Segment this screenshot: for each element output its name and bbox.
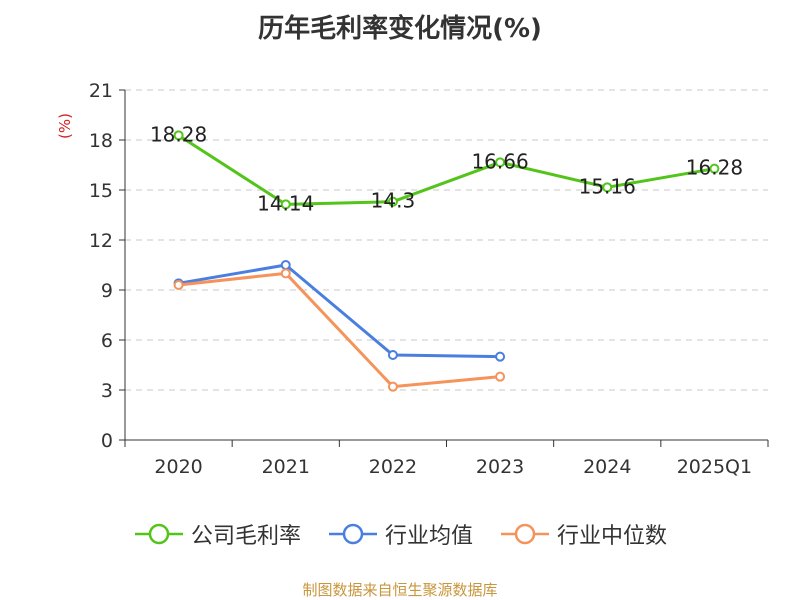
data-point — [387, 350, 398, 360]
data-label: 15.16 — [579, 174, 636, 198]
data-point — [602, 182, 613, 193]
series-line — [177, 134, 715, 206]
data-point — [495, 351, 506, 362]
axis-layer: 0 3 6 9 12 15 18 21 2020 2021 2022 2023 2024 2025Q1 (%… — [56, 80, 769, 478]
legend-label: 行业中位数 — [557, 524, 668, 549]
grid-layer — [125, 89, 768, 391]
legend-marker-icon — [134, 523, 183, 545]
data-point — [495, 371, 506, 382]
x-tick-label: 2022 — [369, 456, 417, 478]
y-tick-label: 21 — [89, 80, 113, 102]
legend-label: 公司毛利率 — [190, 524, 301, 549]
data-label-layer: 18.28 14.14 14.3 16.66 15.16 16.28 — [150, 122, 743, 215]
y-tick-label: 15 — [89, 180, 113, 202]
legend-item[interactable]: 行业中位数 — [499, 518, 667, 550]
data-point — [173, 130, 184, 141]
data-point — [387, 381, 398, 392]
legend-marker-icon — [328, 523, 377, 545]
legend: 公司毛利率 行业均值 行业中位数 — [0, 518, 800, 550]
y-axis-label: (%) — [56, 113, 74, 139]
data-point — [173, 280, 184, 290]
data-point — [709, 163, 720, 174]
series-line — [178, 271, 501, 389]
series-layer — [173, 130, 720, 392]
legend-marker-icon — [501, 523, 549, 545]
legend-label: 行业均值 — [384, 524, 473, 549]
x-tick-label: 2023 — [476, 456, 524, 478]
x-tick-label: 2020 — [154, 456, 202, 478]
y-tick-label: 0 — [101, 430, 113, 452]
source-note: 制图数据来自恒生聚源数据库 — [302, 581, 498, 599]
data-label: 18.28 — [150, 122, 207, 146]
data-point — [280, 260, 291, 270]
y-tick-label: 12 — [89, 230, 113, 252]
y-tick-label: 9 — [101, 280, 113, 302]
chart-title: 历年毛利率变化情况(%) — [258, 14, 542, 44]
data-label: 16.28 — [686, 156, 743, 180]
legend-item[interactable]: 行业均值 — [327, 518, 473, 550]
x-tick-label: 2025Q1 — [677, 456, 752, 478]
y-tick-label: 18 — [89, 130, 113, 152]
legend-item[interactable]: 公司毛利率 — [133, 518, 301, 550]
y-tick-label: 3 — [101, 380, 113, 402]
y-tick-label: 6 — [101, 330, 113, 352]
data-label: 14.3 — [371, 189, 416, 213]
x-tick-label: 2024 — [583, 456, 631, 478]
data-label: 14.14 — [257, 191, 314, 215]
data-point — [280, 199, 291, 210]
data-point — [387, 196, 398, 207]
data-label: 16.66 — [471, 149, 528, 173]
data-point — [280, 268, 291, 279]
data-point — [495, 157, 506, 168]
x-tick-label: 2021 — [262, 456, 310, 478]
series-line — [178, 263, 501, 359]
